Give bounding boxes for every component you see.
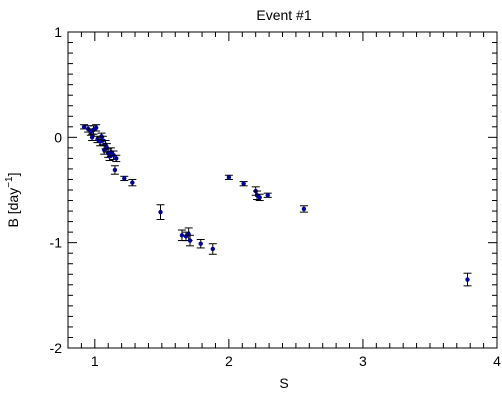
- data-marker: [187, 238, 193, 243]
- data-marker: [112, 167, 118, 173]
- data-point: [128, 178, 137, 187]
- x-tick-label: 3: [359, 353, 367, 369]
- data-marker: [210, 246, 215, 252]
- data-marker: [93, 125, 99, 131]
- axis-ticks: [67, 31, 498, 349]
- y-tick-label: 1: [54, 24, 62, 40]
- data-marker: [114, 156, 119, 161]
- plot-frame: [67, 31, 498, 349]
- data-points: [80, 124, 472, 287]
- chart-title: Event #1: [256, 7, 311, 23]
- x-axis-label: S: [279, 375, 288, 391]
- data-marker: [301, 206, 307, 212]
- data-marker: [130, 180, 135, 185]
- data-point: [263, 192, 272, 198]
- data-point: [239, 181, 248, 187]
- data-point: [224, 174, 233, 180]
- data-marker: [465, 277, 470, 282]
- y-axis-label: B [day−1]: [4, 173, 21, 228]
- y-axis-label-close: ]: [5, 173, 21, 177]
- data-point: [88, 133, 97, 141]
- x-tick-label: 1: [91, 353, 99, 369]
- data-point: [255, 193, 264, 202]
- y-axis-label-main: B [day: [5, 188, 21, 228]
- data-point: [177, 229, 186, 242]
- data-point: [463, 272, 472, 287]
- data-point: [112, 154, 121, 163]
- axes: [67, 31, 498, 349]
- data-marker: [198, 241, 203, 246]
- x-tick-label: 2: [225, 353, 233, 369]
- data-marker: [122, 176, 127, 181]
- data-point: [120, 175, 129, 182]
- x-tick-label: 4: [493, 353, 501, 369]
- data-point: [185, 234, 194, 247]
- data-marker: [257, 195, 262, 200]
- data-point: [156, 204, 165, 220]
- y-tick-label: 0: [54, 129, 62, 145]
- y-axis-label-superscript: −1: [4, 176, 15, 188]
- axis-tick-labels: 1 2 3 4 -2 -1 0 1: [50, 24, 502, 369]
- y-tick-label: -1: [50, 235, 63, 251]
- data-point: [208, 243, 217, 255]
- y-tick-label: -2: [50, 340, 63, 356]
- data-point: [92, 124, 101, 132]
- data-point: [196, 239, 205, 249]
- data-marker: [265, 193, 270, 198]
- data-marker: [89, 135, 95, 140]
- data-marker: [226, 175, 232, 180]
- data-marker: [179, 233, 185, 238]
- data-point: [299, 205, 308, 213]
- data-marker: [241, 181, 246, 186]
- data-point: [110, 165, 119, 175]
- data-marker: [158, 209, 163, 215]
